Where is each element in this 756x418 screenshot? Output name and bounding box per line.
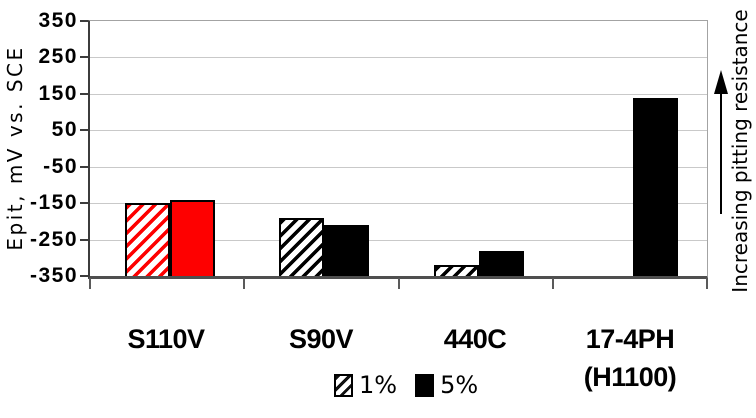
y-tick-label-150: 150	[38, 81, 78, 105]
x-tick-mark-3	[551, 278, 554, 289]
bar-440c-5pct	[478, 250, 524, 276]
y-tick-label--250: -250	[29, 227, 78, 251]
plot-area	[88, 20, 708, 279]
y-tick-label-250: 250	[38, 45, 78, 69]
category-label-s110v: S110V	[127, 324, 205, 354]
y-tick-mark--350	[80, 275, 88, 277]
gridline-250	[90, 57, 707, 59]
gridline--250	[90, 239, 707, 241]
y-tick-label--350: -350	[29, 264, 78, 287]
category-label-17-4ph: 17-4PH (H1100)	[583, 324, 677, 392]
bar-s110v-1pct	[125, 203, 171, 276]
x-tick-mark-1	[243, 278, 246, 289]
bar-440c-1pct	[433, 265, 479, 276]
y-tick-label-50: 50	[51, 118, 78, 142]
y-tick-mark-250	[80, 56, 88, 59]
y-tick-mark--250	[80, 238, 88, 241]
gridline-150	[90, 93, 707, 95]
x-tick-mark-2	[397, 278, 400, 289]
increasing-arrow-head-icon	[714, 70, 728, 94]
legend: 1% 5%	[334, 371, 496, 399]
legend-label-5pct: 5%	[440, 371, 479, 399]
gridline--150	[90, 203, 707, 205]
y-tick-label--50: -50	[43, 154, 78, 178]
x-tick-mark-0	[89, 278, 91, 289]
category-label-s90v: S90V	[288, 324, 354, 354]
bar-s110v-5pct	[170, 199, 216, 276]
gridline-50	[90, 130, 707, 132]
pitting-resistance-label: Increasing pitting resistance	[728, 9, 752, 293]
y-tick-mark--50	[80, 165, 88, 168]
x-tick-mark-4	[706, 278, 708, 289]
y-tick-mark-350	[80, 20, 88, 22]
bar-s90v-1pct	[279, 217, 325, 276]
category-label-440c: 440C	[443, 324, 507, 354]
y-tick-label--150: -150	[29, 191, 78, 215]
legend-swatch-5pct-icon	[415, 373, 435, 397]
bar-s90v-5pct	[324, 225, 370, 276]
y-tick-mark-50	[80, 129, 88, 132]
bar-17-4ph-h1100--5pct	[632, 97, 678, 276]
y-axis-label: Epit, mV vs. SCE	[3, 45, 27, 251]
gridline--50	[90, 166, 707, 168]
y-tick-label-350: 350	[38, 9, 78, 32]
increasing-arrow-line-icon	[720, 92, 722, 214]
legend-label-1pct: 1%	[359, 371, 398, 399]
y-tick-mark--150	[80, 202, 88, 205]
legend-swatch-1pct-icon	[334, 373, 353, 397]
y-tick-mark-150	[80, 92, 88, 95]
